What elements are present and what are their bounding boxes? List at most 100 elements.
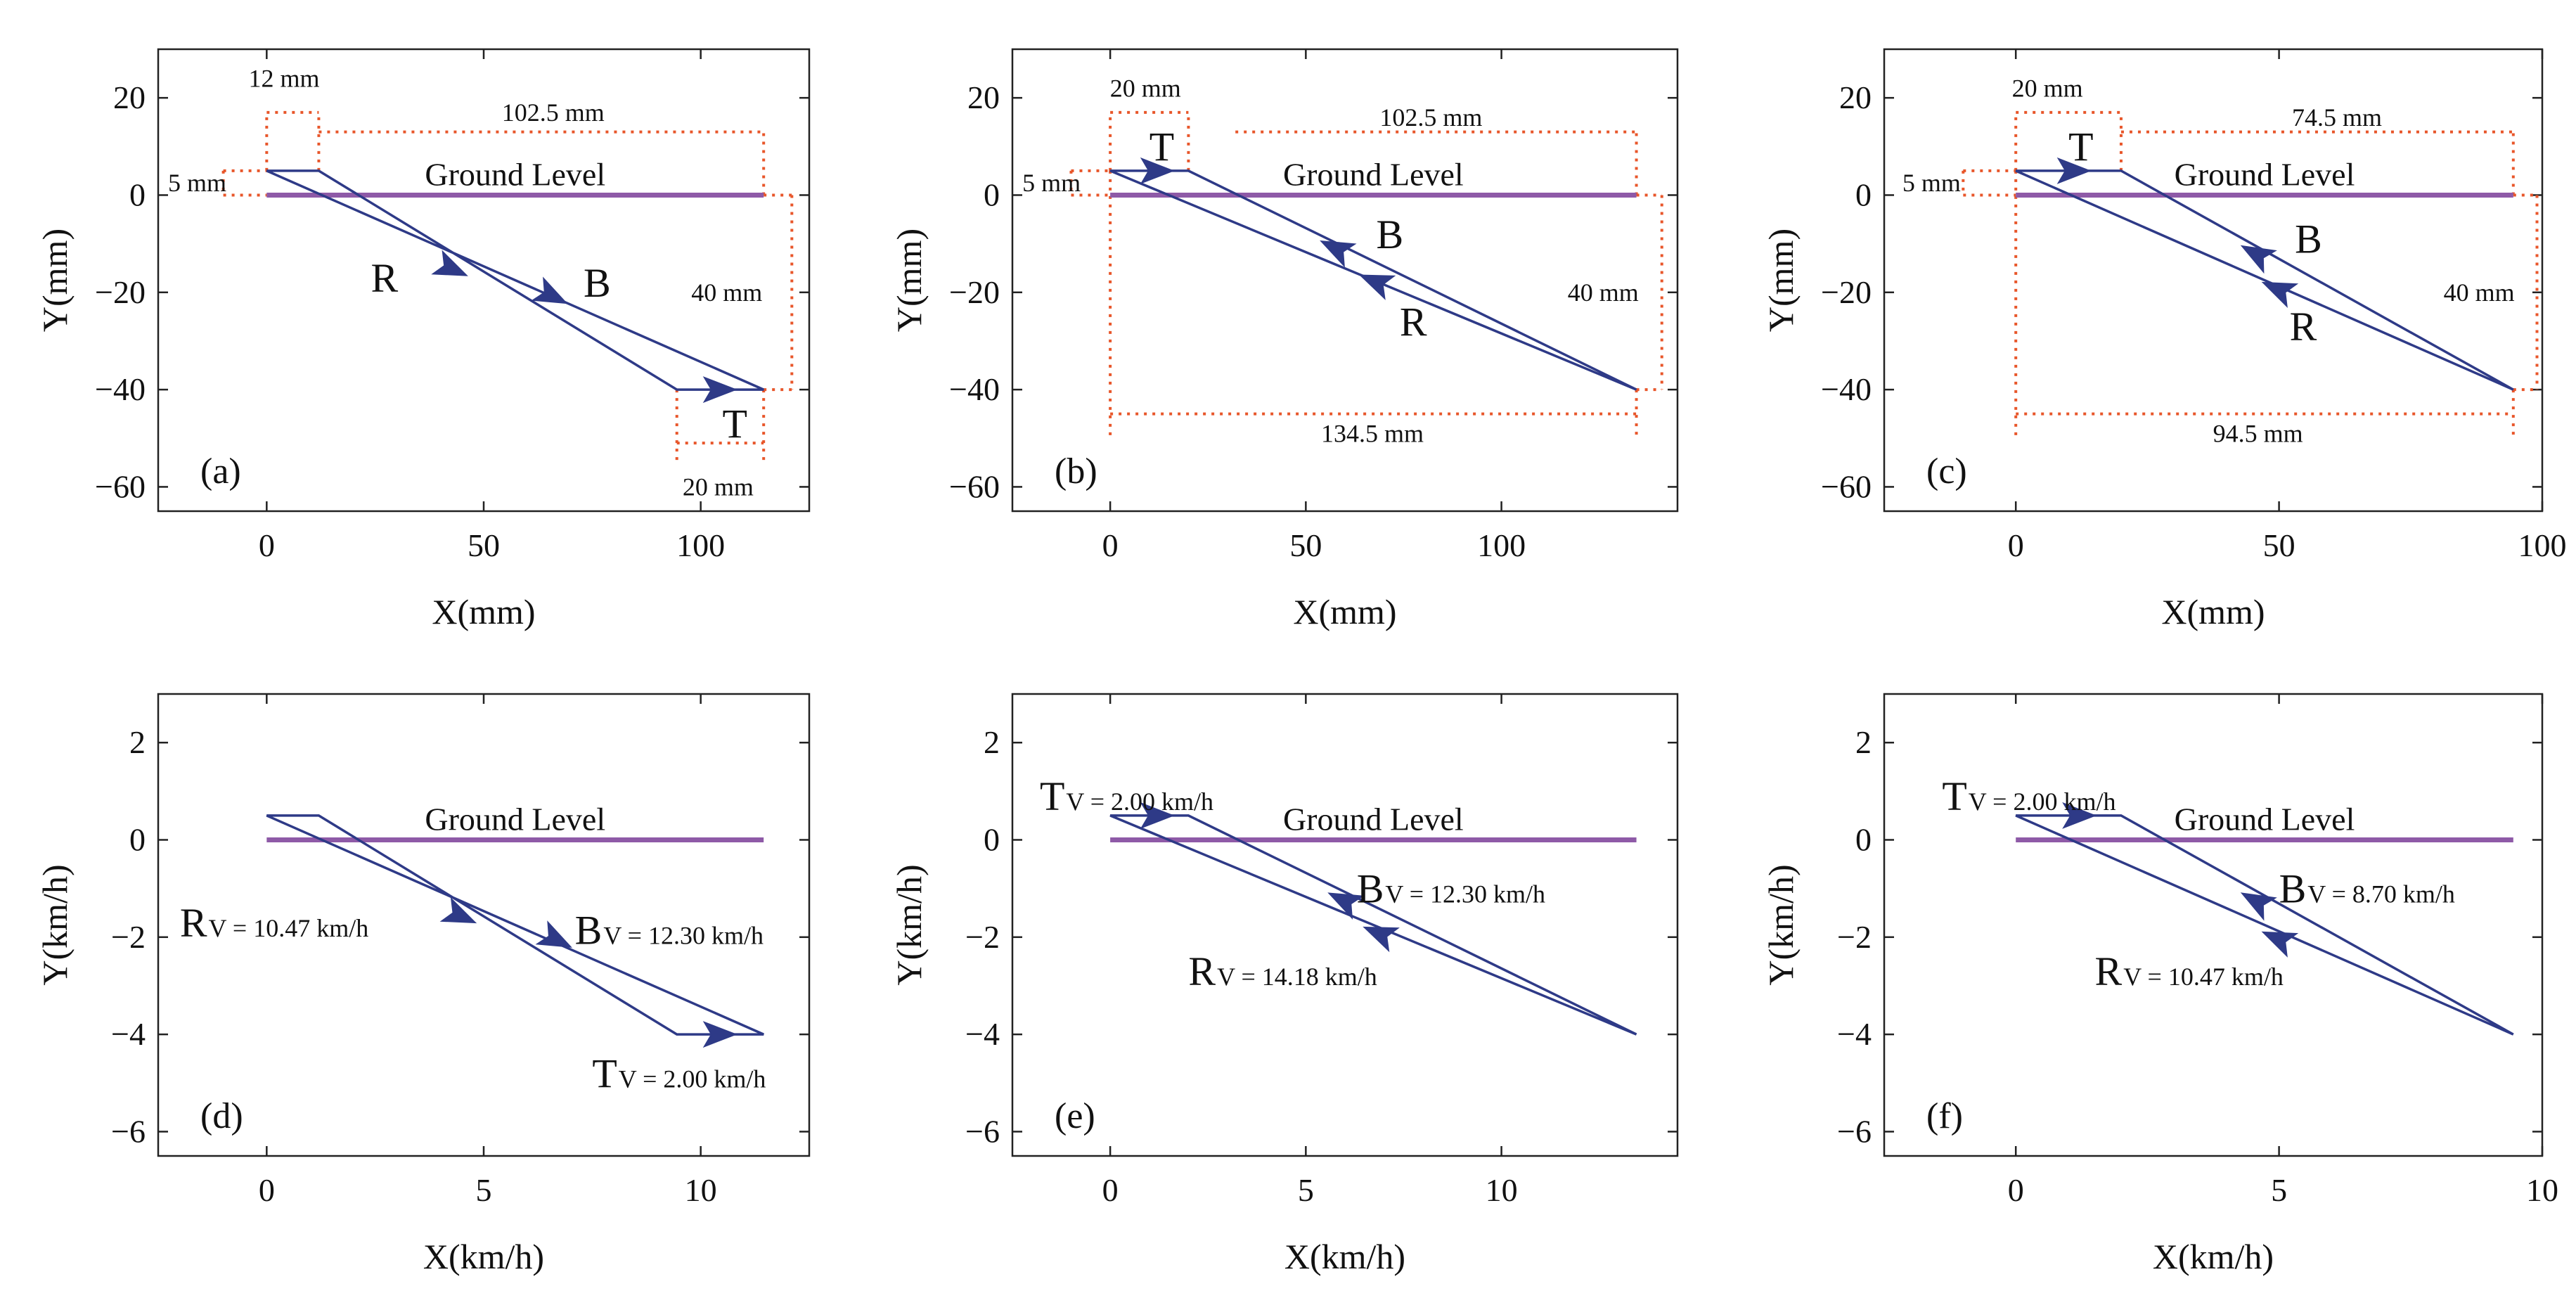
panel-label: (b) xyxy=(1055,451,1097,491)
y-tick-label: −60 xyxy=(1821,468,1872,504)
path-label-R: R xyxy=(371,255,398,301)
axes-frame xyxy=(1883,693,2544,1157)
path-label-R: RV = 10.47 km/h xyxy=(2095,949,2284,994)
velocity-value: V = 14.18 km/h xyxy=(1217,963,1377,991)
axes-frame xyxy=(1883,48,2544,513)
trajectory-path xyxy=(266,814,764,1036)
y-tick-label: −2 xyxy=(111,919,146,955)
y-axis-label: Y(km/h) xyxy=(35,864,75,985)
x-tick-label: 10 xyxy=(1486,1172,1518,1208)
dimension-label: 94.5 mm xyxy=(2213,419,2303,447)
direction-arrow xyxy=(2261,931,2299,958)
direction-arrow xyxy=(1140,157,1175,184)
y-tick-label: 0 xyxy=(1855,821,1872,857)
y-axis-label: Y(mm) xyxy=(889,229,929,332)
y-tick-label: 2 xyxy=(984,724,1000,760)
x-tick-label: 0 xyxy=(1102,527,1119,563)
direction-arrow xyxy=(2240,245,2277,274)
path-letter: R xyxy=(2095,949,2123,994)
panel-c: 0 50 100 20 0 −20 −40 −60 X(mm) Y(mm) 20 mm 74.5 mm… xyxy=(1761,48,2567,631)
direction-arrow xyxy=(2261,281,2299,308)
y-tick-label: 20 xyxy=(967,79,1000,115)
y-tick-label: −20 xyxy=(1821,274,1872,310)
panel-label: (f) xyxy=(1926,1096,1963,1136)
ground-level-label: Ground Level xyxy=(425,801,605,837)
x-tick-label: 50 xyxy=(1289,527,1322,563)
x-axis-label: X(mm) xyxy=(2161,592,2265,631)
direction-arrow xyxy=(702,376,738,404)
dimension-label: 5 mm xyxy=(168,169,226,197)
dimension-label: 5 mm xyxy=(1902,169,1961,197)
panel-label: (d) xyxy=(200,1096,243,1136)
dimension-annotations: 20 mm 102.5 mm 5 mm 40 mm 134.5 mm xyxy=(1022,74,1663,447)
dimension-annotations: 12 mm 102.5 mm 5 mm 40 mm 20 mm xyxy=(168,64,794,501)
velocity-value: V = 8.70 km/h xyxy=(2307,880,2455,908)
y-tick-label: 20 xyxy=(113,79,146,115)
path-label-R: R xyxy=(1400,299,1427,345)
ground-level-label: Ground Level xyxy=(2175,156,2355,192)
direction-arrow xyxy=(439,897,477,924)
dimension-label: 20 mm xyxy=(1110,74,1181,102)
direction-arrow xyxy=(1140,802,1175,829)
path-letter: T xyxy=(592,1050,617,1096)
direction-arrow xyxy=(702,1021,738,1048)
x-tick-label: 0 xyxy=(259,527,275,563)
dimension-label: 40 mm xyxy=(691,278,762,307)
y-axis-label: Y(km/h) xyxy=(1761,864,1801,985)
y-axis-label: Y(km/h) xyxy=(889,864,929,985)
y-tick-label: 2 xyxy=(1855,724,1872,760)
x-tick-label: 50 xyxy=(2263,527,2295,563)
path-letter: T xyxy=(723,401,747,447)
path-letter: T xyxy=(2068,124,2093,169)
y-tick-label: 0 xyxy=(984,176,1000,212)
trajectory-path xyxy=(2015,169,2514,391)
x-axis-label: X(km/h) xyxy=(2153,1237,2274,1276)
velocity-value: V = 10.47 km/h xyxy=(209,914,369,942)
y-tick-label: −60 xyxy=(95,468,146,504)
trajectory-path xyxy=(2015,814,2514,1036)
velocity-value: V = 12.30 km/h xyxy=(603,921,764,949)
y-tick-label: 0 xyxy=(1855,176,1872,212)
path-label-B: BV = 12.30 km/h xyxy=(1357,866,1545,912)
ground-level-label: Ground Level xyxy=(425,156,605,192)
path-label-B: BV = 12.30 km/h xyxy=(575,907,764,953)
panel-label: (e) xyxy=(1055,1096,1095,1136)
x-tick-label: 100 xyxy=(1477,527,1526,563)
x-tick-label: 10 xyxy=(685,1172,717,1208)
path-label-T: TV = 2.00 km/h xyxy=(592,1050,766,1096)
y-tick-label: −6 xyxy=(1837,1113,1872,1149)
path-label-T: T xyxy=(1149,124,1174,169)
dimension-label: 102.5 mm xyxy=(1379,103,1482,131)
direction-arrow xyxy=(1358,274,1396,300)
dimension-label: 12 mm xyxy=(249,64,320,92)
x-tick-label: 50 xyxy=(468,527,500,563)
path-letter: R xyxy=(2290,304,2317,349)
y-tick-label: −40 xyxy=(95,371,146,407)
y-tick-label: 0 xyxy=(129,176,146,212)
x-tick-label: 100 xyxy=(676,527,725,563)
path-label-T: T xyxy=(723,401,747,447)
x-tick-label: 0 xyxy=(259,1172,275,1208)
x-axis-label: X(km/h) xyxy=(1284,1237,1405,1276)
y-tick-label: −60 xyxy=(949,468,1000,504)
dimension-label: 134.5 mm xyxy=(1321,419,1424,447)
y-tick-label: −6 xyxy=(965,1113,1000,1149)
path-letter: B xyxy=(2295,217,2322,262)
path-letter: T xyxy=(1040,773,1064,819)
axes-frame xyxy=(1011,693,1679,1157)
panel-a: 0 50 100 20 0 −20 −40 −60 X(mm) Y(mm) 12 mm 102.5 m… xyxy=(35,48,811,631)
dimension-label: 5 mm xyxy=(1022,169,1081,197)
y-tick-label: −4 xyxy=(965,1016,1000,1052)
path-label-R: RV = 10.47 km/h xyxy=(180,900,368,946)
dimension-annotations: 20 mm 74.5 mm 5 mm 40 mm 94.5 mm xyxy=(1902,74,2539,447)
y-axis-label: Y(mm) xyxy=(1761,229,1801,332)
x-tick-label: 0 xyxy=(2008,1172,2024,1208)
axes-frame xyxy=(1011,48,1679,513)
path-label-B: B xyxy=(2295,217,2322,262)
direction-arrow xyxy=(1363,926,1400,953)
path-letter: B xyxy=(584,260,611,306)
